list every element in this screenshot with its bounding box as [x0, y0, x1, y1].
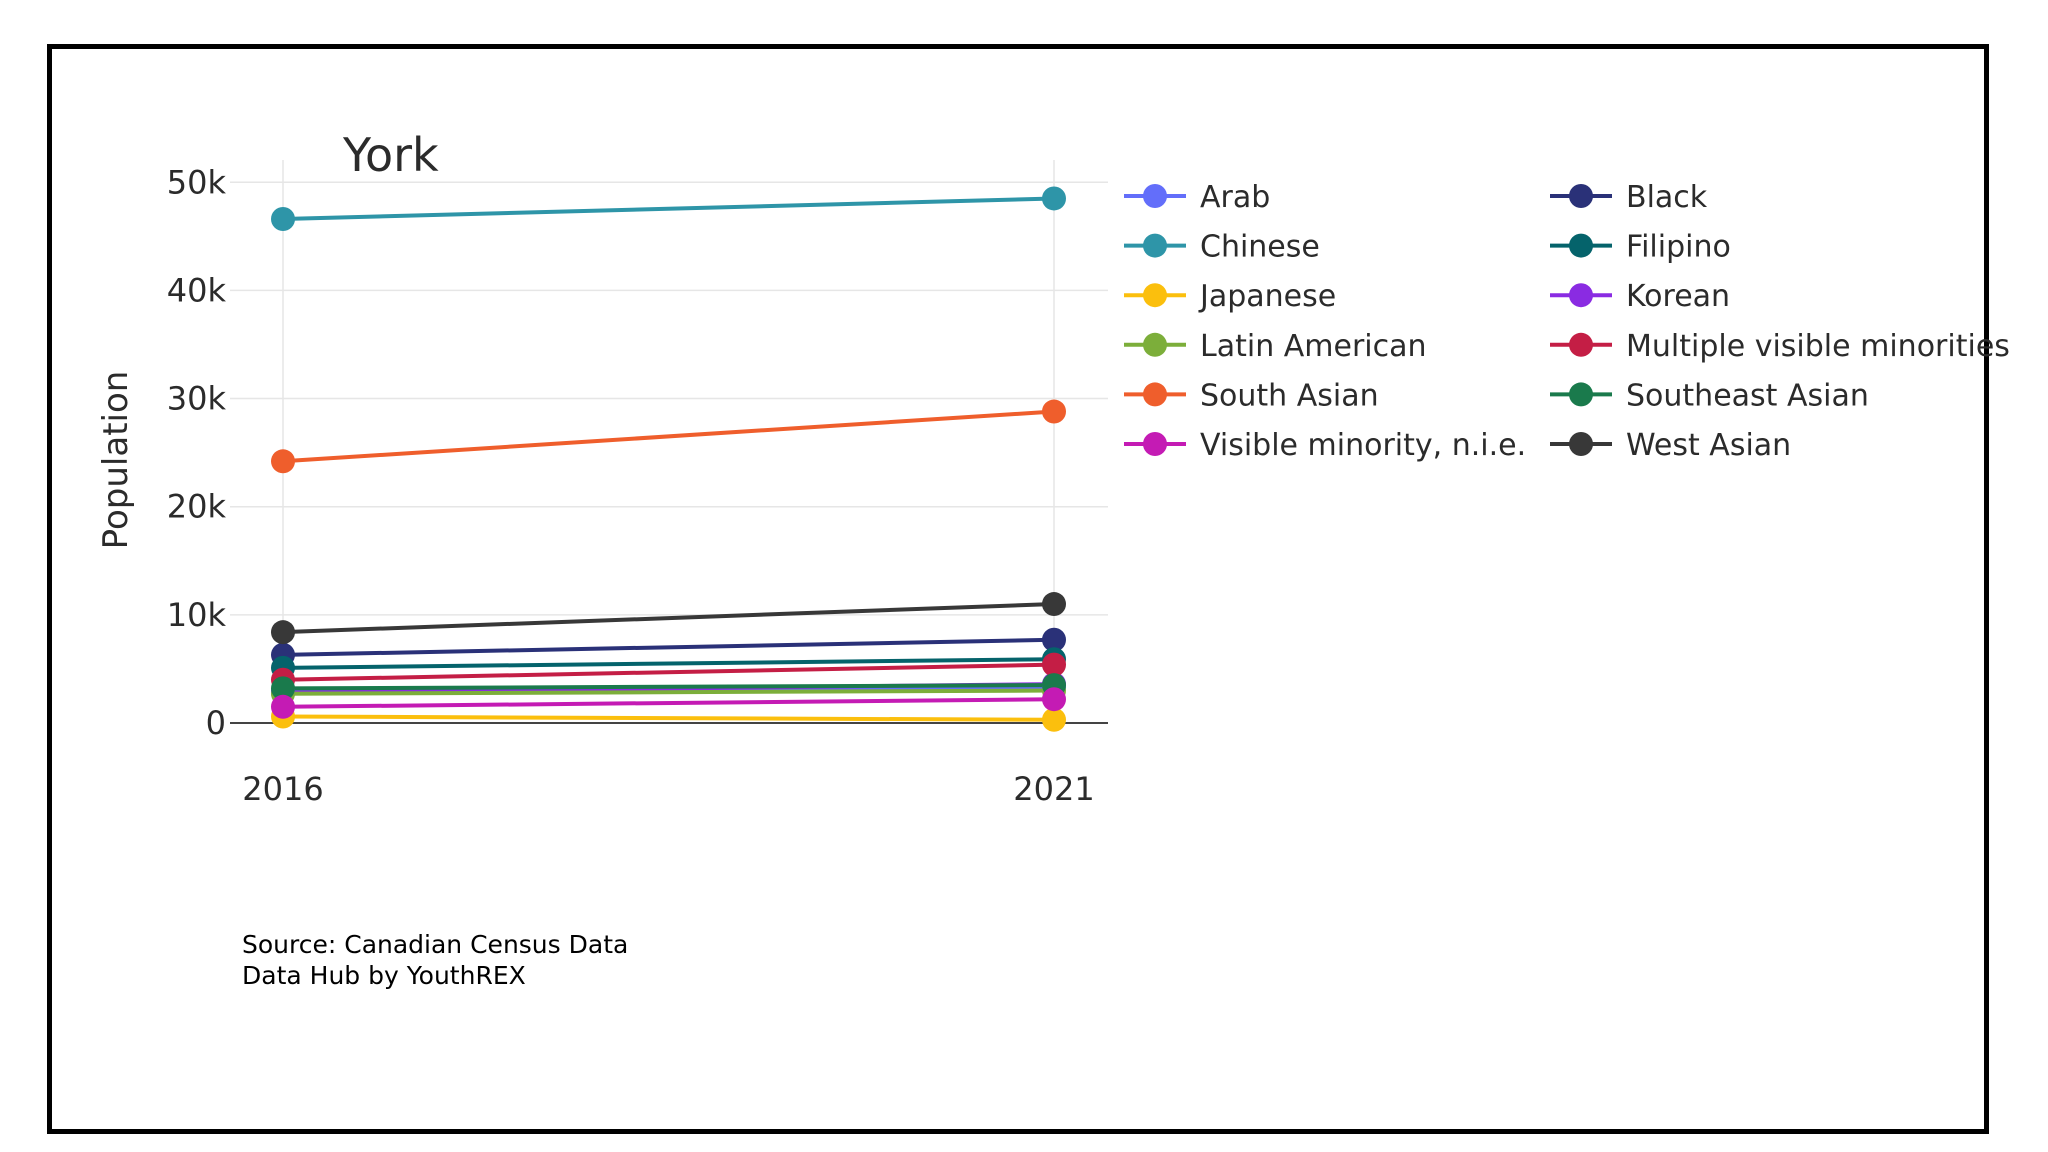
- legend-item[interactable]: Filipino: [1550, 230, 1731, 265]
- y-tick-label: 10k: [167, 596, 227, 634]
- legend-label: Multiple visible minorities: [1626, 329, 2010, 364]
- legend-item[interactable]: Korean: [1550, 279, 1730, 314]
- series-line: [282, 683, 1055, 691]
- y-tick-label: 50k: [167, 163, 227, 201]
- y-tick-label: 20k: [167, 488, 227, 526]
- source-caption: Source: Canadian Census Data: [242, 930, 629, 959]
- series-points: [271, 186, 1066, 732]
- series-line: [282, 714, 1055, 722]
- data-point: [1042, 687, 1066, 712]
- legend-label: Japanese: [1198, 279, 1336, 314]
- legend-item[interactable]: Visible minority, n.i.e.: [1124, 428, 1526, 463]
- data-point: [271, 207, 295, 232]
- legend-item[interactable]: Arab: [1124, 180, 1270, 215]
- y-tick-label: 40k: [167, 271, 227, 309]
- legend-label: Filipino: [1626, 230, 1731, 265]
- legend: Arab Black Chinese Filipino Japanese Korean La…: [1124, 180, 2010, 463]
- legend-item[interactable]: Southeast Asian: [1550, 378, 1869, 413]
- y-tick-label: 0: [206, 704, 226, 742]
- legend-swatch-marker: [1143, 432, 1167, 456]
- legend-swatch-marker: [1569, 283, 1593, 308]
- chart-frame: [47, 44, 1989, 1134]
- legend-label: West Asian: [1626, 428, 1791, 463]
- data-point: [271, 694, 295, 719]
- legend-label: Southeast Asian: [1626, 378, 1869, 413]
- data-point: [1042, 707, 1066, 732]
- legend-label: Visible minority, n.i.e.: [1200, 428, 1526, 463]
- legend-label: South Asian: [1200, 378, 1379, 413]
- legend-item[interactable]: Japanese: [1124, 279, 1336, 314]
- source-credit: Data Hub by YouthREX: [242, 961, 526, 990]
- legend-swatch-marker: [1143, 283, 1167, 308]
- legend-label: Black: [1626, 180, 1708, 215]
- legend-item[interactable]: South Asian: [1124, 378, 1379, 413]
- grid-layer: [230, 160, 1108, 724]
- series-line: [282, 409, 1055, 464]
- y-axis-title: Population: [96, 371, 136, 550]
- legend-label: Latin American: [1200, 329, 1427, 364]
- legend-swatch-marker: [1569, 382, 1593, 407]
- legend-label: Korean: [1626, 279, 1730, 314]
- legend-swatch-marker: [1143, 382, 1167, 407]
- axis-layer: 0 10k 20k 30k 40k 50k 2016 2021 Population: [96, 163, 1095, 808]
- y-tick-label: 30k: [167, 380, 227, 418]
- legend-swatch-marker: [1569, 184, 1593, 208]
- legend-swatch-marker: [1143, 332, 1167, 357]
- legend-item[interactable]: Latin American: [1124, 329, 1427, 364]
- data-point: [271, 676, 295, 701]
- series-line: [282, 662, 1055, 682]
- chart-title: York: [343, 128, 439, 182]
- x-tick-label: 2016: [242, 770, 323, 808]
- series-line: [282, 697, 1055, 709]
- series-line: [282, 637, 1055, 657]
- series-lines: [282, 196, 1055, 722]
- legend-swatch-marker: [1143, 233, 1167, 258]
- data-point: [1042, 186, 1066, 211]
- data-point: [271, 449, 295, 474]
- legend-item[interactable]: Chinese: [1124, 230, 1320, 265]
- series-line: [282, 688, 1055, 696]
- series-line: [282, 196, 1055, 222]
- data-point: [271, 620, 295, 645]
- legend-item[interactable]: West Asian: [1550, 428, 1791, 463]
- series-line: [282, 657, 1055, 670]
- x-tick-label: 2021: [1013, 770, 1094, 808]
- legend-item[interactable]: Multiple visible minorities: [1550, 329, 2010, 364]
- legend-label: Chinese: [1200, 230, 1320, 265]
- data-point: [1042, 627, 1066, 652]
- legend-item[interactable]: Black: [1550, 180, 1708, 215]
- series-line: [282, 602, 1055, 635]
- legend-label: Arab: [1200, 180, 1270, 215]
- legend-swatch-marker: [1569, 233, 1593, 258]
- data-point: [1042, 592, 1066, 617]
- legend-swatch-marker: [1569, 432, 1593, 456]
- data-point: [1042, 652, 1066, 677]
- legend-swatch-marker: [1569, 332, 1593, 357]
- data-point: [1042, 399, 1066, 424]
- legend-swatch-marker: [1143, 184, 1167, 208]
